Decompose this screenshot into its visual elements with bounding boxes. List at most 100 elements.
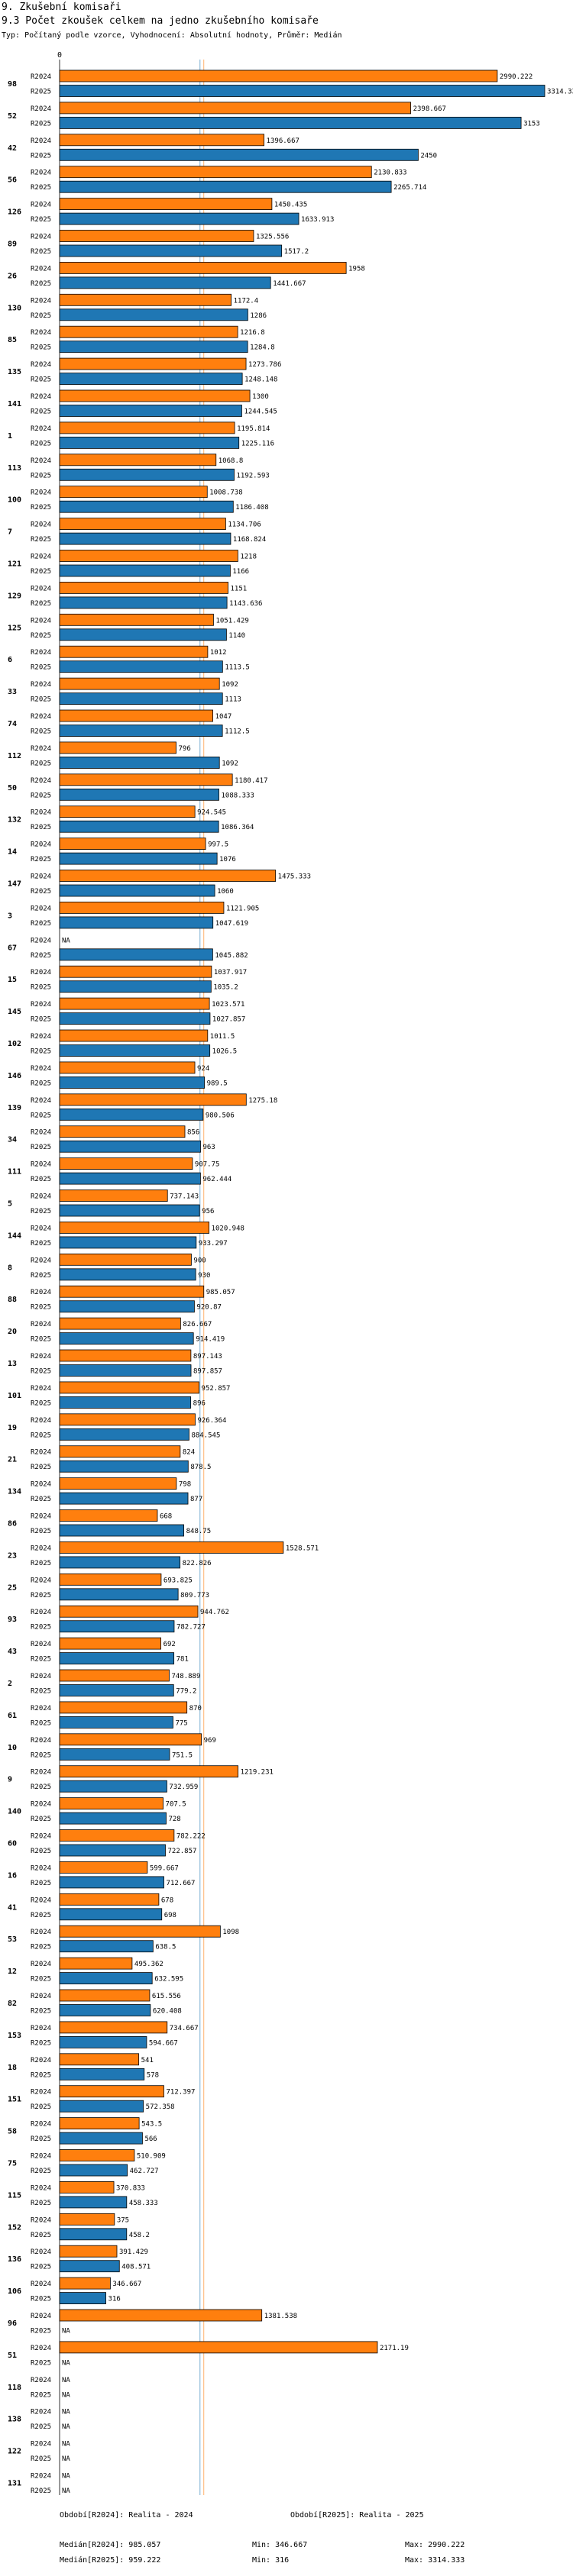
series-label: R2025 bbox=[31, 856, 51, 864]
value-label: 856 bbox=[187, 1129, 199, 1137]
category-label: 85 bbox=[8, 336, 17, 344]
value-label: 1113.5 bbox=[225, 664, 250, 672]
value-label: 698 bbox=[164, 1912, 176, 1919]
value-label: 798 bbox=[179, 1481, 191, 1489]
bar-R2025 bbox=[59, 308, 248, 321]
bar-R2025 bbox=[59, 1140, 201, 1153]
series-label: R2024 bbox=[31, 2313, 51, 2320]
category-label: 118 bbox=[8, 2384, 21, 2392]
series-label: R2024 bbox=[31, 1001, 51, 1009]
bar-R2025 bbox=[59, 1268, 196, 1281]
value-label: 796 bbox=[179, 745, 191, 753]
bar-R2024 bbox=[59, 550, 238, 562]
bar-R2025 bbox=[59, 820, 219, 833]
value-label: 732.959 bbox=[169, 1784, 198, 1791]
series-label: R2025 bbox=[31, 152, 51, 160]
bar-R2025 bbox=[59, 1716, 173, 1729]
series-label: R2025 bbox=[31, 1208, 51, 1215]
series-label: R2025 bbox=[31, 1976, 51, 1984]
bar-R2024 bbox=[59, 1605, 199, 1618]
bar-R2024 bbox=[59, 709, 213, 722]
value-label: 1219.231 bbox=[241, 1769, 274, 1777]
category-label: 23 bbox=[8, 1551, 17, 1560]
bar-R2024 bbox=[59, 518, 226, 530]
value-label: 1300 bbox=[252, 393, 269, 401]
bar-R2025 bbox=[59, 437, 240, 449]
value-label: 980.506 bbox=[206, 1112, 235, 1119]
na-label: NA bbox=[62, 2328, 70, 2336]
category-label: 9 bbox=[8, 1776, 12, 1784]
bar-R2024 bbox=[59, 997, 210, 1010]
category-label: 134 bbox=[8, 1488, 21, 1496]
bar-R2025 bbox=[59, 1620, 175, 1633]
series-label: R2024 bbox=[31, 1545, 51, 1552]
value-label: 822.826 bbox=[183, 1560, 212, 1567]
bar-R2024 bbox=[59, 613, 214, 626]
series-label: R2024 bbox=[31, 1609, 51, 1616]
category-label: 7 bbox=[8, 528, 12, 537]
value-label: 1023.571 bbox=[212, 1001, 244, 1009]
series-label: R2024 bbox=[31, 1993, 51, 2000]
series-label: R2024 bbox=[31, 1321, 51, 1328]
median-2024-label: Medián[R2024]: 985.057 bbox=[60, 2541, 161, 2549]
category-label: 106 bbox=[8, 2287, 21, 2296]
series-label: R2024 bbox=[31, 521, 51, 529]
value-label: 782.222 bbox=[176, 1833, 206, 1841]
category-label: 151 bbox=[8, 2096, 21, 2104]
value-label: 2398.667 bbox=[413, 105, 446, 113]
category-label: 5 bbox=[8, 1200, 12, 1209]
category-label: 1 bbox=[8, 432, 12, 441]
category-label: 122 bbox=[8, 2448, 21, 2456]
value-label: 1216.8 bbox=[240, 329, 265, 337]
bar-R2025 bbox=[59, 1652, 175, 1665]
value-label: 907.75 bbox=[195, 1161, 220, 1169]
value-label: 316 bbox=[108, 2296, 121, 2303]
series-label: R2025 bbox=[31, 824, 51, 831]
series-label: R2025 bbox=[31, 536, 51, 544]
value-label: 712.667 bbox=[167, 1880, 196, 1887]
value-label: 1284.8 bbox=[250, 344, 275, 352]
series-label: R2025 bbox=[31, 1112, 51, 1119]
series-label: R2025 bbox=[31, 1656, 51, 1664]
series-label: R2025 bbox=[31, 1624, 51, 1632]
value-label: 781 bbox=[176, 1656, 189, 1664]
value-label: 1441.667 bbox=[273, 280, 306, 288]
bar-R2025 bbox=[59, 1684, 174, 1696]
value-label: 692 bbox=[163, 1641, 176, 1648]
bar-R2024 bbox=[59, 1541, 284, 1554]
series-label: R2024 bbox=[31, 1705, 51, 1712]
bar-R2024 bbox=[59, 1317, 181, 1330]
series-label: R2025 bbox=[31, 248, 51, 256]
series-label: R2024 bbox=[31, 937, 51, 944]
series-label: R2024 bbox=[31, 681, 51, 689]
series-label: R2025 bbox=[31, 2200, 51, 2207]
value-label: 2171.19 bbox=[380, 2345, 409, 2352]
value-label: 962.444 bbox=[202, 1176, 231, 1183]
category-label: 21 bbox=[8, 1456, 17, 1464]
category-label: 53 bbox=[8, 1935, 17, 1944]
series-label: R2025 bbox=[31, 2039, 51, 2047]
series-label: R2025 bbox=[31, 408, 51, 416]
bar-R2024 bbox=[59, 389, 251, 402]
value-label: 1633.913 bbox=[301, 216, 334, 224]
category-label: 12 bbox=[8, 1968, 17, 1976]
series-label: R2025 bbox=[31, 792, 51, 799]
bar-R2024 bbox=[59, 2117, 140, 2130]
category-label: 146 bbox=[8, 1072, 21, 1080]
value-label: 1060 bbox=[217, 888, 234, 896]
series-label: R2024 bbox=[31, 1513, 51, 1521]
value-label: 826.667 bbox=[183, 1321, 212, 1328]
na-label: NA bbox=[62, 2423, 70, 2431]
series-label: R2024 bbox=[31, 202, 51, 209]
series-label: R2024 bbox=[31, 2345, 51, 2352]
bar-R2025 bbox=[59, 2035, 147, 2048]
value-label: 737.143 bbox=[170, 1193, 199, 1201]
series-label: R2025 bbox=[31, 664, 51, 672]
na-label: NA bbox=[62, 2455, 70, 2463]
value-label: 668 bbox=[160, 1513, 172, 1521]
section-title: 9. Zkušební komisaři bbox=[2, 2, 121, 13]
bar-R2024 bbox=[59, 166, 372, 179]
value-label: 775 bbox=[175, 1719, 187, 1727]
na-label: NA bbox=[62, 2391, 70, 2399]
series-label: R2025 bbox=[31, 89, 51, 96]
